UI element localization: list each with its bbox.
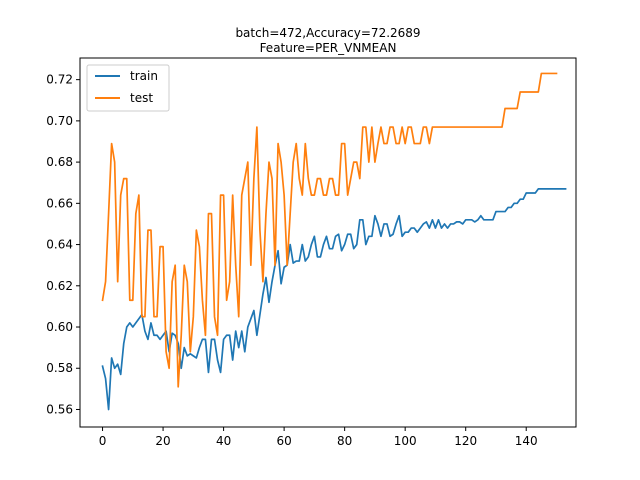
x-tick-label: 40 xyxy=(216,434,231,448)
series-layer xyxy=(101,72,567,411)
y-tick-label: 0.70 xyxy=(46,114,73,128)
x-tick-label: 140 xyxy=(515,434,538,448)
chart-title-line-1: batch=472,Accuracy=72.2689 xyxy=(235,26,420,40)
ticks-layer: 0 20 40 60 80 100 120 140 0.56 0.58 0.60 0.62 0.64 0.… xyxy=(46,73,537,448)
legend: train test xyxy=(86,64,170,112)
y-tick-label: 0.72 xyxy=(46,73,73,87)
y-tick-label: 0.60 xyxy=(46,320,73,334)
y-tick-label: 0.62 xyxy=(46,279,73,293)
x-tick-label: 60 xyxy=(276,434,291,448)
legend-label-test: test xyxy=(130,91,153,105)
x-tick-label: 100 xyxy=(394,434,417,448)
y-tick-label: 0.66 xyxy=(46,196,73,210)
x-tick-label: 20 xyxy=(155,434,170,448)
y-tick-label: 0.58 xyxy=(46,361,73,375)
x-tick-label: 80 xyxy=(337,434,352,448)
x-tick-label: 120 xyxy=(454,434,477,448)
plot-frame xyxy=(79,57,577,428)
legend-label-train: train xyxy=(130,69,158,83)
y-tick-label: 0.68 xyxy=(46,155,73,169)
x-tick-label: 0 xyxy=(99,434,107,448)
series-line-test xyxy=(101,72,558,388)
y-tick-label: 0.64 xyxy=(46,238,73,252)
y-tick-label: 0.56 xyxy=(46,402,73,416)
chart-title-line-2: Feature=PER_VNMEAN xyxy=(260,41,397,55)
